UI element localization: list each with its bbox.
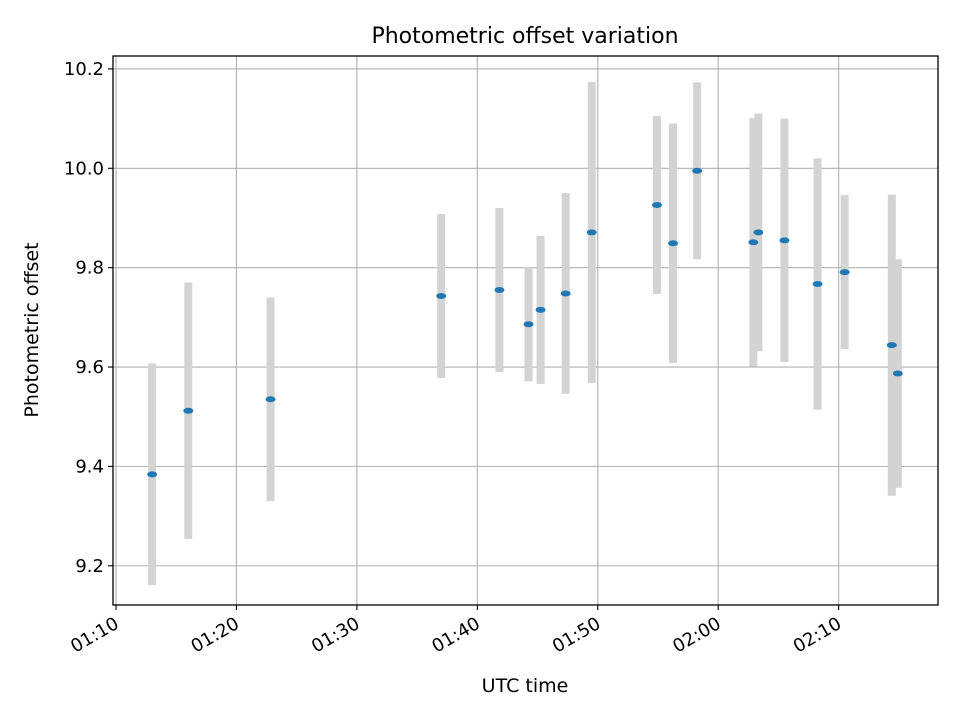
data-point: [183, 407, 194, 414]
data-point: [147, 471, 158, 478]
y-tick-label: 10.2: [64, 59, 104, 80]
data-point: [265, 396, 276, 403]
chart-title: Photometric offset variation: [371, 24, 678, 49]
y-tick-label: 9.8: [75, 258, 104, 279]
data-point: [523, 321, 534, 328]
data-point: [651, 202, 662, 209]
y-axis-ticks: 9.2 9.4 9.6 9.8 10.0 10.2: [64, 59, 113, 577]
data-points: [147, 167, 903, 478]
y-tick-label: 9.4: [75, 456, 104, 477]
data-point: [692, 167, 703, 174]
data-point: [892, 370, 903, 377]
data-point: [748, 239, 759, 246]
data-point: [494, 287, 505, 294]
data-point: [753, 229, 764, 236]
x-axis-label: UTC time: [482, 675, 569, 697]
data-point: [560, 290, 571, 297]
y-axis-label: Photometric offset: [21, 242, 43, 417]
data-point: [812, 281, 823, 288]
data-point: [436, 292, 447, 299]
data-point: [586, 229, 597, 236]
data-point: [886, 342, 897, 349]
data-point: [668, 240, 679, 247]
y-tick-label: 9.2: [75, 556, 104, 577]
data-point: [839, 269, 850, 276]
y-tick-label: 10.0: [64, 158, 104, 179]
plot-frame: [112, 55, 939, 606]
data-point: [779, 237, 790, 244]
data-point: [535, 306, 546, 313]
y-tick-label: 9.6: [75, 357, 104, 378]
